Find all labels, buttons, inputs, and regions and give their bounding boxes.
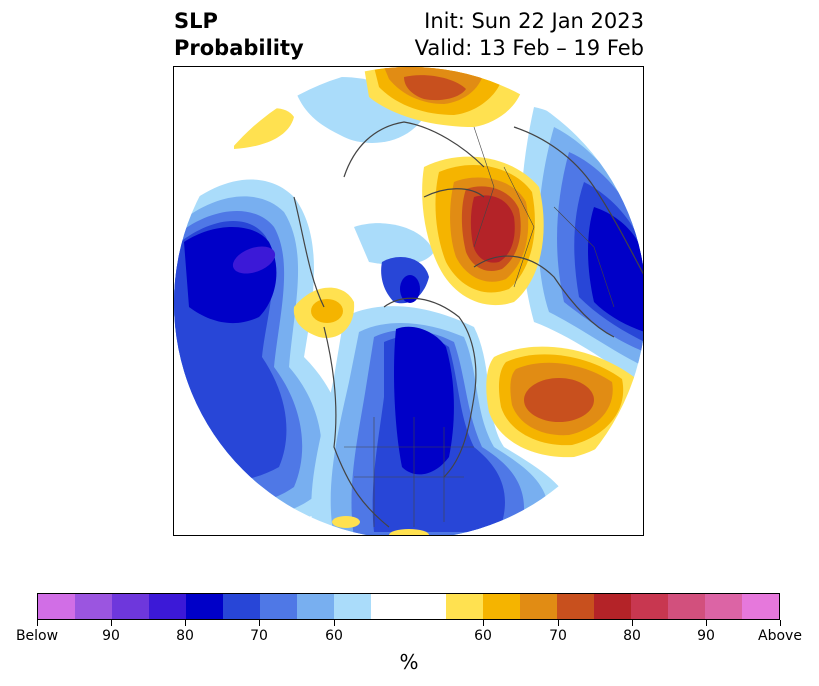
na-low-80	[394, 326, 454, 475]
colorbar-segment	[297, 594, 335, 619]
colorbar-tick-label: 80	[176, 628, 194, 644]
colorbar-segment	[630, 594, 668, 619]
arctic-high-75	[404, 75, 466, 101]
colorbar-tick-label: 90	[697, 628, 715, 644]
valid-range: Valid: 13 Feb – 19 Feb	[414, 36, 644, 60]
colorbar-segment	[334, 594, 372, 619]
colorbar-segment	[593, 594, 631, 619]
colorbar-segment	[223, 594, 261, 619]
colorbar-tick-label: 80	[623, 628, 641, 644]
colorbar-tick	[483, 620, 484, 626]
greenland-low-core	[400, 275, 420, 303]
colorbar	[37, 593, 780, 620]
coastlines	[293, 121, 643, 528]
colorbar-tick-label: Above	[758, 628, 802, 644]
init-date: Init: Sun 22 Jan 2023	[424, 9, 644, 33]
chart-title: SLP Probability	[174, 8, 304, 62]
siberia-high-80	[470, 195, 515, 263]
colorbar-tick-label: 60	[474, 628, 492, 644]
pacific-low-80	[184, 227, 277, 324]
colorbar-tick	[334, 620, 335, 626]
colorbar-tick	[185, 620, 186, 626]
colorbar-tick	[111, 620, 112, 626]
colorbar-segment	[38, 594, 76, 619]
colorbar-segment	[75, 594, 113, 619]
colorbar-tick	[259, 620, 260, 626]
chart-dates: Init: Sun 22 Jan 2023 Valid: 13 Feb – 19…	[415, 8, 644, 62]
arctic-low-60b	[354, 223, 434, 265]
colorbar-tick-label: 70	[549, 628, 567, 644]
colorbar-segment	[112, 594, 150, 619]
colorbar-tick-label: Below	[15, 628, 59, 644]
title-line-1: SLP	[174, 9, 218, 33]
colorbar-segment	[149, 594, 187, 619]
colorbar-unit: %	[399, 650, 419, 674]
colorbar-tick-label: 70	[250, 628, 268, 644]
colorbar-segment	[445, 594, 483, 619]
colorbar-tick-label: 60	[325, 628, 343, 644]
colorbar-segment	[371, 594, 446, 619]
colorbar-tick	[558, 620, 559, 626]
pacific-low-core	[232, 246, 276, 274]
colorbar-tick	[632, 620, 633, 626]
colorbar-tick	[706, 620, 707, 626]
borders	[344, 126, 615, 527]
colorbar-tick	[780, 620, 781, 626]
atlantic-high-75	[524, 378, 594, 422]
colorbar-tick	[37, 620, 38, 626]
colorbar-segment	[741, 594, 779, 619]
colorbar-segment	[186, 594, 224, 619]
gulf-high	[389, 529, 429, 535]
colorbar-segment	[556, 594, 594, 619]
colorbar-segment	[704, 594, 742, 619]
colorbar-segment	[519, 594, 557, 619]
map-panel	[173, 66, 644, 536]
probability-map	[174, 67, 643, 535]
pnw-high-65	[311, 299, 343, 323]
title-line-2: Probability	[174, 36, 304, 60]
caribbean-high	[332, 516, 360, 528]
colorbar-segment	[482, 594, 520, 619]
colorbar-segment	[260, 594, 298, 619]
colorbar-segment	[667, 594, 705, 619]
europe-low-80	[588, 207, 643, 332]
colorbar-tick-label: 90	[102, 628, 120, 644]
